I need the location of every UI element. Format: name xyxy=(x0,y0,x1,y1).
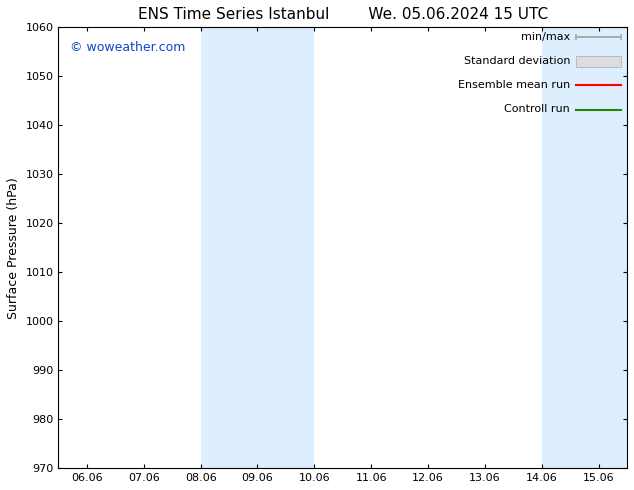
Bar xyxy=(542,27,598,468)
Bar xyxy=(598,27,627,468)
Title: ENS Time Series Istanbul        We. 05.06.2024 15 UTC: ENS Time Series Istanbul We. 05.06.2024 … xyxy=(138,7,548,22)
Text: © woweather.com: © woweather.com xyxy=(70,41,185,53)
Text: min/max: min/max xyxy=(521,32,570,42)
Text: Standard deviation: Standard deviation xyxy=(463,56,570,66)
Bar xyxy=(257,27,314,468)
Text: Controll run: Controll run xyxy=(505,104,570,115)
Y-axis label: Surface Pressure (hPa): Surface Pressure (hPa) xyxy=(7,177,20,318)
Text: Ensemble mean run: Ensemble mean run xyxy=(458,80,570,90)
Bar xyxy=(200,27,257,468)
FancyBboxPatch shape xyxy=(576,56,621,67)
